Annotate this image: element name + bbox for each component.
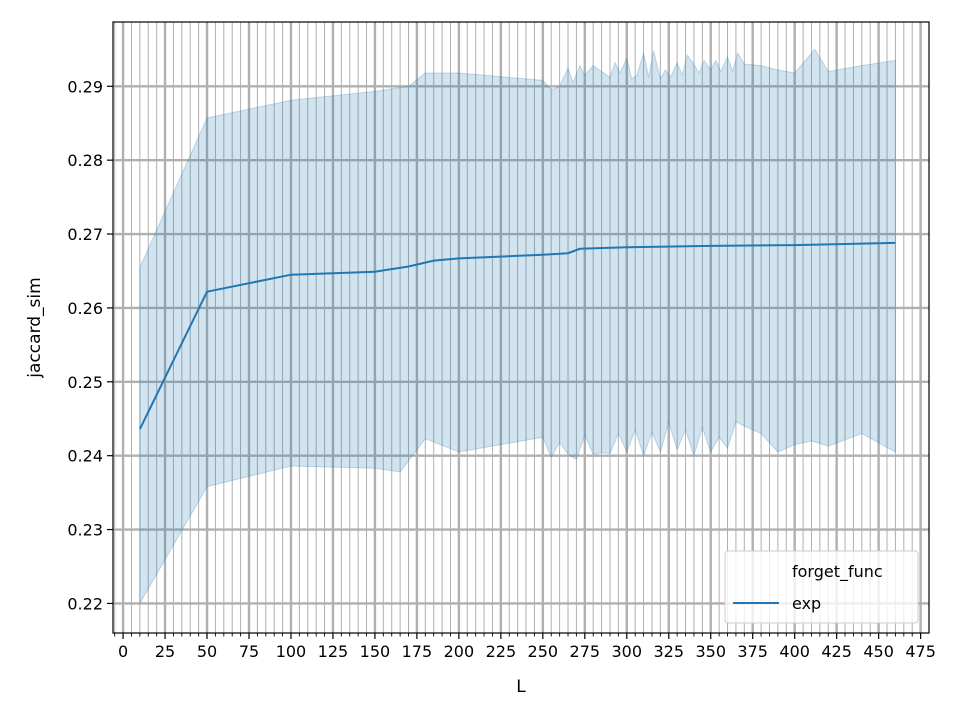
x-axis: 0 25 50 75 100 125 150 175 200 225 250 275 300 325 350… xyxy=(114,633,936,661)
x-tick-label: 0 xyxy=(118,642,128,661)
series-line-exp xyxy=(139,241,896,430)
y-tick-label: 0.22 xyxy=(67,594,103,613)
x-tick-label: 300 xyxy=(612,642,643,661)
confidence-band-exp xyxy=(139,48,896,606)
x-tick-label: 350 xyxy=(695,642,726,661)
x-tick-label: 175 xyxy=(402,642,433,661)
x-tick-label: 200 xyxy=(444,642,475,661)
y-tick-label: 0.24 xyxy=(67,447,103,466)
plot-frame xyxy=(112,21,930,634)
y-tick-label: 0.26 xyxy=(67,299,103,318)
legend-entry-exp: exp xyxy=(792,594,821,613)
x-tick-label: 450 xyxy=(863,642,894,661)
y-axis: 0.22 0.23 0.24 0.25 0.26 0.27 0.28 0.29 xyxy=(67,77,113,613)
x-axis-label: L xyxy=(516,677,526,697)
x-tick-label: 475 xyxy=(905,642,936,661)
x-tick-label: 325 xyxy=(653,642,684,661)
y-tick-label: 0.25 xyxy=(67,373,103,392)
minor-gridlines xyxy=(114,22,913,633)
x-tick-label: 400 xyxy=(779,642,810,661)
x-tick-label: 250 xyxy=(528,642,559,661)
x-tick-label: 25 xyxy=(155,642,175,661)
plot-area xyxy=(139,48,896,606)
y-axis-label: jaccard_sim xyxy=(25,277,45,378)
x-tick-label: 425 xyxy=(821,642,852,661)
x-tick-label: 125 xyxy=(318,642,349,661)
x-tick-label: 100 xyxy=(276,642,307,661)
x-tick-label: 225 xyxy=(486,642,517,661)
x-tick-label: 75 xyxy=(239,642,259,661)
legend: forget_func exp xyxy=(724,550,919,624)
y-tick-label: 0.29 xyxy=(67,77,103,96)
x-tick-label: 375 xyxy=(737,642,768,661)
y-tick-label: 0.23 xyxy=(67,521,103,540)
x-tick-label: 50 xyxy=(197,642,217,661)
y-tick-label: 0.27 xyxy=(67,225,103,244)
x-tick-label: 150 xyxy=(360,642,391,661)
x-tick-label: 275 xyxy=(570,642,601,661)
legend-title: forget_func xyxy=(792,562,883,582)
y-tick-label: 0.28 xyxy=(67,151,103,170)
major-gridlines xyxy=(113,22,929,633)
legend-box xyxy=(724,550,919,624)
